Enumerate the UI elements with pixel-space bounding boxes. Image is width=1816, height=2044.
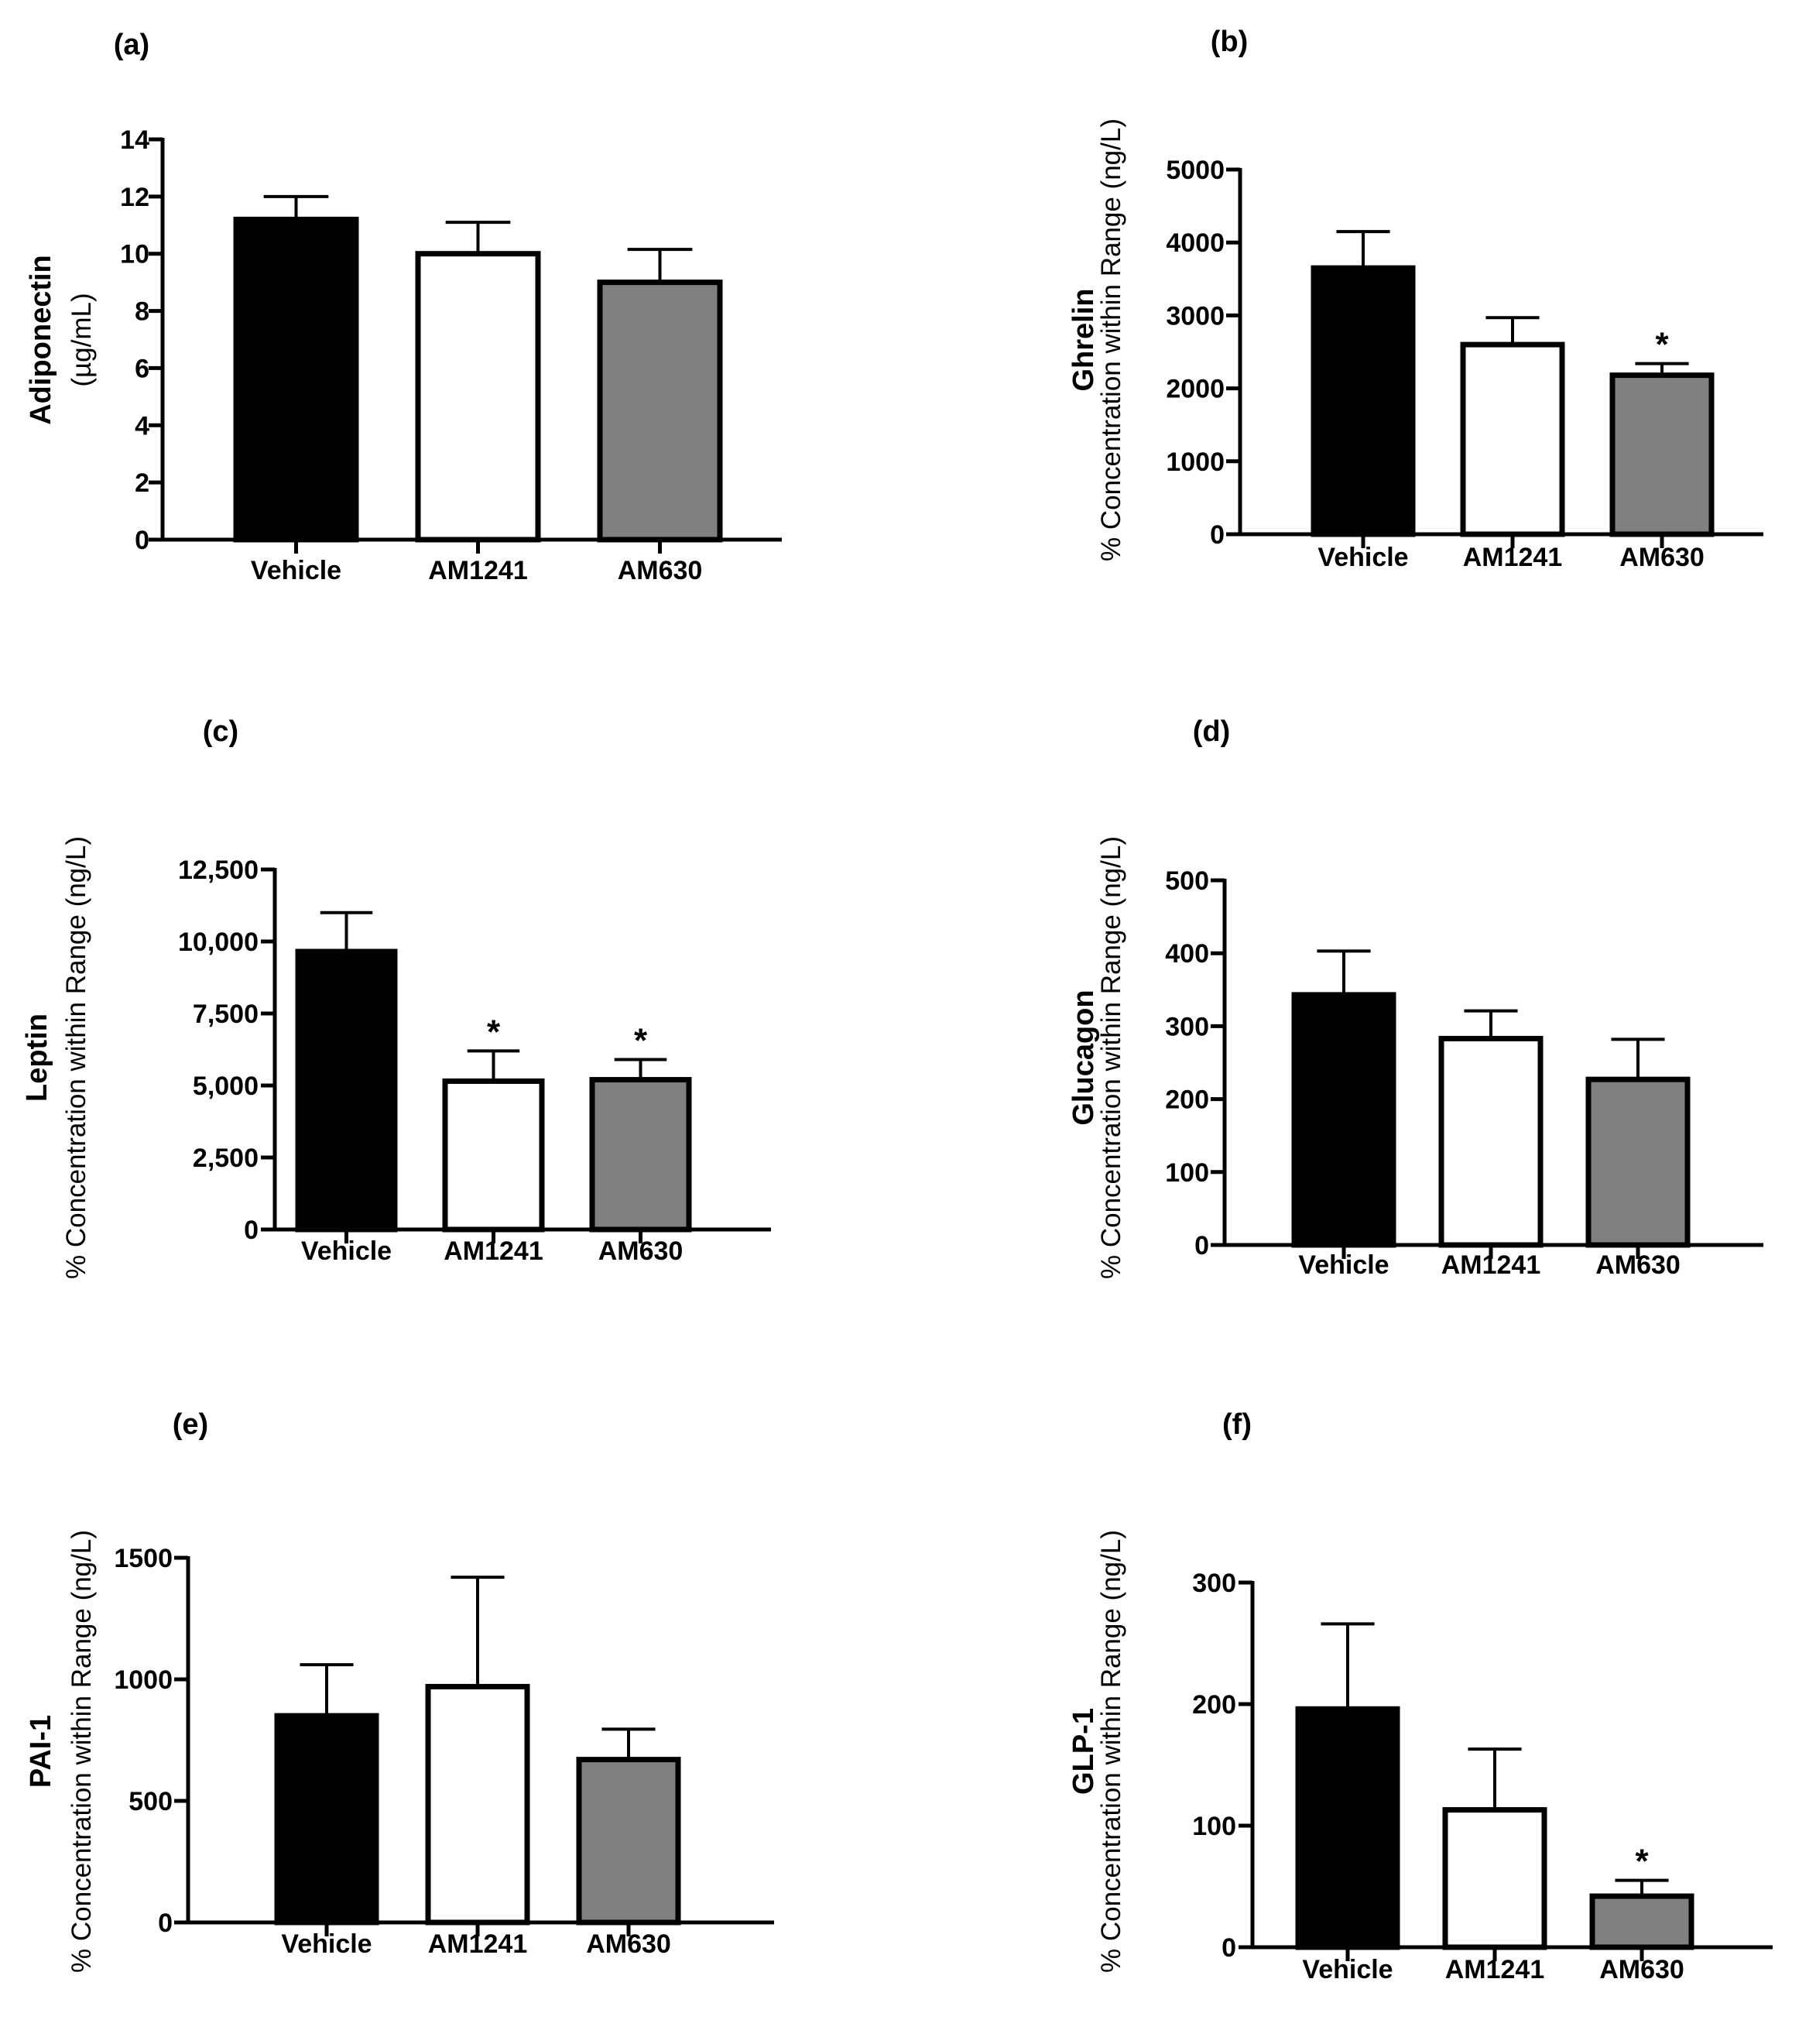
y-tick-label: 10	[120, 240, 149, 269]
y-tick-label: 7,500	[193, 1000, 259, 1029]
y-axis-unit-label: % Concentration within Range (ng/L)	[61, 836, 91, 1279]
bar	[589, 1077, 692, 1233]
y-tick-label: 1000	[1166, 448, 1225, 477]
y-tick-label: 2,500	[193, 1144, 259, 1173]
y-tick-label: 300	[1165, 1012, 1209, 1041]
y-tick-label: 8	[135, 297, 149, 327]
y-axis-title: PAI-1	[25, 1715, 57, 1788]
y-tick-label: 3000	[1166, 301, 1225, 331]
bar	[415, 251, 541, 543]
significance-star: *	[1655, 326, 1669, 364]
y-axis-title: Glucagon	[1067, 989, 1100, 1125]
y-axis-unit-label: % Concentration within Range (ng/L)	[1096, 1530, 1126, 1973]
y-tick-label: 0	[1194, 1231, 1209, 1260]
panel-label: (d)	[1193, 715, 1231, 748]
y-tick-label: 0	[244, 1216, 259, 1245]
y-tick-label: 5,000	[193, 1072, 259, 1101]
y-axis-title: GLP-1	[1067, 1708, 1100, 1795]
panel-label: (a)	[114, 29, 149, 61]
y-axis-title: Leptin	[21, 1013, 53, 1102]
y-tick-label: 2	[135, 468, 149, 498]
y-tick-label: 12	[120, 183, 149, 212]
panel-label: (c)	[203, 715, 238, 748]
bar	[425, 1683, 530, 1926]
x-tick-label: Vehicle	[251, 556, 341, 585]
y-axis-unit-label: (µg/mL)	[67, 293, 97, 386]
y-tick-label: 100	[1192, 1812, 1236, 1841]
y-tick-label: 4000	[1166, 228, 1225, 258]
x-tick-label: AM1241	[428, 556, 528, 585]
y-tick-label: 12,500	[178, 856, 259, 885]
y-tick-label: 1500	[114, 1544, 173, 1573]
bar	[1311, 265, 1416, 537]
bar	[295, 948, 398, 1233]
y-tick-label: 1000	[114, 1665, 173, 1695]
y-axis-title: Adiponectin	[25, 255, 57, 425]
y-tick-label: 14	[120, 125, 149, 155]
bar	[1438, 1035, 1544, 1248]
significance-star: *	[1635, 1843, 1649, 1881]
bar	[576, 1757, 681, 1926]
y-tick-label: 6	[135, 354, 149, 383]
y-axis-unit-label: % Concentration within Range (ng/L)	[1096, 118, 1126, 561]
y-tick-label: 4	[135, 411, 149, 441]
bar	[1460, 341, 1565, 537]
bar	[1589, 1893, 1694, 1950]
significance-star: *	[487, 1013, 501, 1051]
y-tick-label: 400	[1165, 939, 1209, 969]
y-tick-label: 500	[128, 1787, 173, 1816]
y-tick-label: 0	[135, 526, 149, 555]
y-tick-label: 500	[1165, 866, 1209, 896]
bar	[1585, 1076, 1691, 1248]
panel-label: (b)	[1211, 26, 1249, 58]
y-tick-label: 0	[1210, 520, 1225, 550]
y-tick-label: 200	[1192, 1690, 1236, 1720]
y-axis-unit-label: % Concentration within Range (ng/L)	[67, 1530, 97, 1973]
panel-label: (e)	[173, 1408, 208, 1441]
significance-star: *	[634, 1022, 648, 1060]
bar	[274, 1713, 379, 1926]
x-tick-label: AM630	[618, 556, 703, 585]
bar	[597, 280, 723, 543]
y-tick-label: 0	[158, 1909, 173, 1938]
y-tick-label: 5000	[1166, 156, 1225, 185]
y-tick-label: 0	[1222, 1933, 1236, 1963]
panel-label: (f)	[1222, 1408, 1252, 1441]
bar	[1609, 372, 1715, 537]
bar	[442, 1078, 545, 1233]
bar	[1295, 1706, 1400, 1950]
y-tick-label: 10,000	[178, 928, 259, 957]
y-tick-label: 2000	[1166, 375, 1225, 404]
y-tick-label: 100	[1165, 1158, 1209, 1188]
y-tick-label: 200	[1165, 1085, 1209, 1115]
y-axis-unit-label: % Concentration within Range (ng/L)	[1096, 836, 1126, 1279]
bar	[1442, 1807, 1547, 1950]
bar	[1291, 992, 1396, 1248]
y-tick-label: 300	[1192, 1569, 1236, 1598]
y-axis-title: Ghrelin	[1067, 288, 1100, 391]
bar	[233, 216, 359, 543]
